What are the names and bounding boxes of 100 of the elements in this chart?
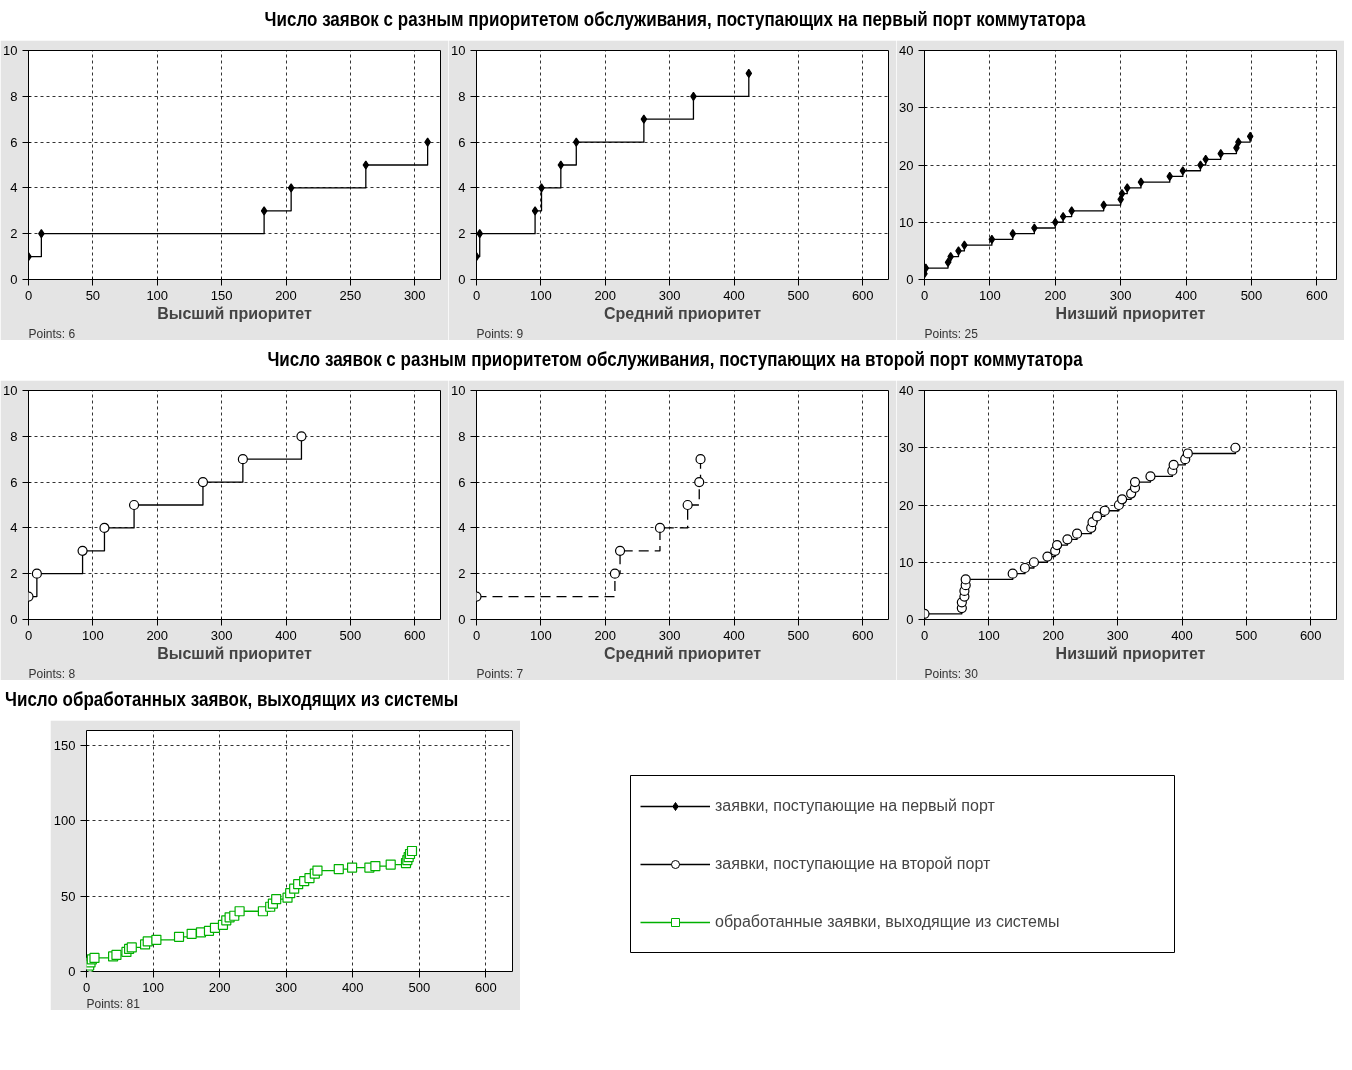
point bbox=[1217, 148, 1225, 159]
x-tick-label: 600 bbox=[403, 627, 426, 643]
x-tick-label: 100 bbox=[979, 287, 1001, 303]
point bbox=[333, 863, 344, 875]
y-tick-label: 4 bbox=[458, 520, 466, 536]
x-tick-label: 400 bbox=[723, 287, 745, 303]
x-tick-label: 400 bbox=[1171, 627, 1193, 643]
x-tick-label: 0 bbox=[920, 627, 929, 643]
point bbox=[128, 499, 140, 511]
y-tick-label: 20 bbox=[899, 497, 914, 513]
point bbox=[77, 545, 88, 556]
point bbox=[1091, 511, 1103, 522]
point bbox=[640, 114, 648, 124]
text: Points: 25 bbox=[924, 326, 979, 341]
x-tick-label: 200 bbox=[1044, 287, 1067, 303]
point bbox=[1007, 568, 1018, 579]
point bbox=[609, 568, 621, 579]
x-tick-label: 200 bbox=[594, 627, 617, 643]
x-tick-label: 600 bbox=[851, 627, 874, 643]
x-tick-label: 400 bbox=[1175, 287, 1197, 303]
point bbox=[1230, 442, 1241, 453]
x-tick-label: 100 bbox=[142, 979, 164, 995]
y-tick-label: 6 bbox=[10, 474, 18, 490]
y-tick-label: 8 bbox=[10, 88, 18, 104]
point bbox=[961, 240, 968, 250]
x-tick-label: 0 bbox=[920, 287, 929, 303]
point bbox=[944, 257, 952, 267]
x-tick-label: 600 bbox=[1306, 287, 1328, 303]
point bbox=[1019, 562, 1031, 574]
x-tick-label: 0 bbox=[472, 287, 481, 303]
point bbox=[173, 931, 185, 942]
y-tick-label: 40 bbox=[899, 43, 914, 58]
point bbox=[271, 894, 282, 905]
point bbox=[1118, 189, 1126, 199]
y-tick-label: 8 bbox=[10, 428, 18, 444]
point bbox=[1009, 229, 1017, 239]
point bbox=[1071, 528, 1083, 539]
point bbox=[1117, 494, 1128, 505]
y-tick-label: 4 bbox=[458, 180, 466, 196]
text: Число заявок с разным приоритетом обслуживания, поступающих на второй порт коммутатора bbox=[266, 347, 1084, 372]
y-tick-label: 8 bbox=[458, 428, 466, 444]
y-tick-label: 0 bbox=[68, 964, 76, 979]
point bbox=[614, 545, 626, 556]
x-tick-label: 100 bbox=[146, 287, 169, 303]
point bbox=[694, 477, 705, 488]
point bbox=[1099, 505, 1110, 516]
point bbox=[1179, 166, 1187, 176]
legend-label: обработанные заявки, выходящие из системы bbox=[715, 913, 1060, 931]
point bbox=[573, 137, 580, 147]
y-tick-label: 150 bbox=[53, 738, 76, 754]
point bbox=[1100, 200, 1107, 210]
point bbox=[1068, 206, 1075, 216]
x-tick-label: 200 bbox=[1042, 627, 1065, 643]
x-tick-label: 100 bbox=[978, 627, 1000, 643]
y-tick-label: 0 bbox=[10, 272, 18, 287]
y-tick-label: 4 bbox=[10, 180, 18, 196]
x-tick-label: 600 bbox=[851, 287, 874, 303]
point bbox=[1235, 137, 1242, 147]
y-tick-label: 20 bbox=[899, 157, 914, 173]
point bbox=[1246, 131, 1254, 141]
x-axis-title: Средний приоритет bbox=[603, 304, 762, 322]
x-axis-title: Низший приоритет bbox=[1055, 304, 1206, 322]
y-tick-label: 8 bbox=[458, 88, 466, 104]
y-tick-label: 2 bbox=[458, 566, 466, 582]
point bbox=[1129, 477, 1141, 488]
point bbox=[38, 229, 45, 239]
x-tick-label: 100 bbox=[82, 627, 104, 643]
point bbox=[988, 234, 996, 245]
x-tick-label: 600 bbox=[475, 979, 497, 995]
point bbox=[1182, 448, 1193, 459]
y-tick-label: 10 bbox=[899, 554, 914, 570]
y-tick-label: 2 bbox=[458, 226, 466, 242]
y-tick-label: 10 bbox=[899, 214, 914, 230]
x-tick-label: 500 bbox=[1235, 627, 1258, 643]
x-tick-label: 100 bbox=[530, 627, 552, 643]
x-tick-label: 50 bbox=[85, 287, 101, 303]
point bbox=[99, 522, 110, 533]
point bbox=[955, 246, 962, 256]
x-tick-label: 200 bbox=[146, 627, 169, 643]
x-tick-label: 400 bbox=[723, 627, 745, 643]
point bbox=[237, 454, 248, 465]
x-tick-label: 500 bbox=[787, 287, 810, 303]
text: Points: 8 bbox=[28, 666, 76, 681]
x-axis-title: Средний приоритет bbox=[603, 644, 762, 662]
point bbox=[1233, 143, 1240, 153]
point bbox=[1145, 471, 1156, 482]
point bbox=[287, 183, 295, 193]
y-tick-label: 30 bbox=[899, 100, 914, 116]
point bbox=[538, 183, 545, 193]
y-tick-label: 6 bbox=[458, 134, 466, 150]
y-tick-label: 6 bbox=[458, 474, 466, 490]
x-tick-label: 200 bbox=[275, 287, 297, 303]
point bbox=[1202, 154, 1209, 164]
x-axis-title: Высший приоритет bbox=[157, 304, 312, 322]
point bbox=[234, 906, 245, 917]
x-tick-label: 400 bbox=[341, 979, 364, 995]
point bbox=[1052, 539, 1063, 551]
text: Points: 30 bbox=[924, 666, 979, 681]
x-tick-label: 300 bbox=[210, 627, 233, 643]
point bbox=[476, 229, 483, 239]
